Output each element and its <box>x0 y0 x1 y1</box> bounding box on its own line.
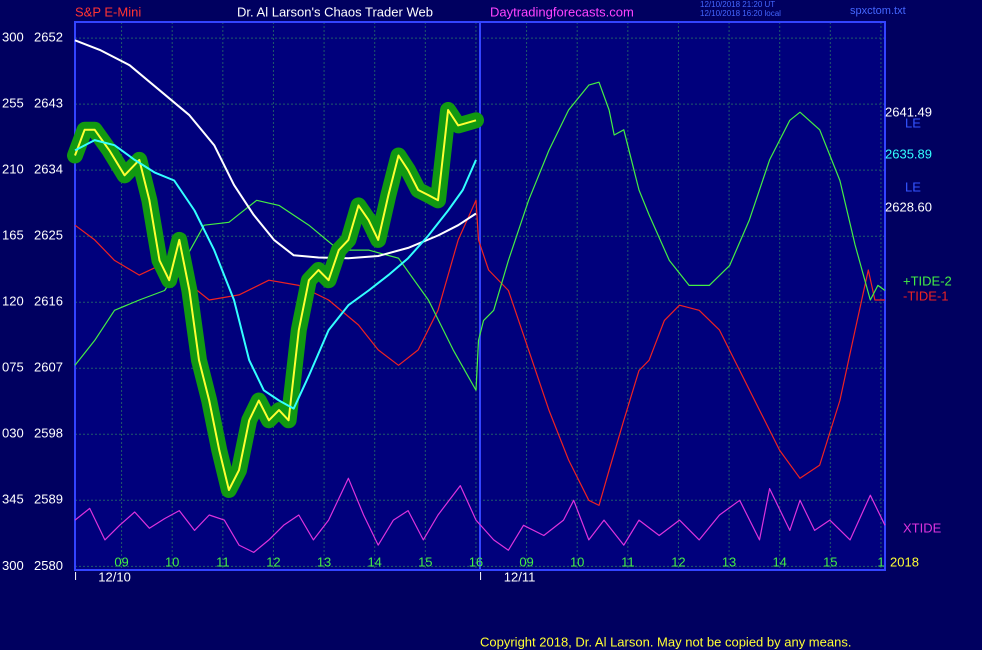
x-tick-label: 11 <box>216 554 230 569</box>
right-label: 2628.60 <box>885 199 932 214</box>
series-layer <box>67 39 886 553</box>
x-tick-label: 16 <box>469 554 483 569</box>
y-tick-label: 2652 <box>34 30 63 45</box>
y-angle-label: 075 <box>2 360 24 375</box>
x-tick-label: 1 <box>877 554 884 569</box>
y-tick-label: 2580 <box>34 558 63 573</box>
x-tick-label: 14 <box>772 554 786 569</box>
right-label: LE <box>905 115 921 130</box>
legend-label: XTIDE <box>903 520 942 535</box>
right-label: 2635.89 <box>885 146 932 161</box>
y-tick-label: 2625 <box>34 228 63 243</box>
right-label: LE <box>905 179 921 194</box>
y-tick-label: 2616 <box>34 294 63 309</box>
series-line <box>74 109 477 491</box>
x-tick-label: 13 <box>722 554 736 569</box>
copyright: Copyright 2018, Dr. Al Larson. May not b… <box>480 634 851 649</box>
timestamp: 12/10/2018 16:20 local <box>700 9 781 18</box>
y-angle-label: 300 <box>2 558 24 573</box>
y-angle-label: 255 <box>2 96 24 111</box>
date-label: 12/11 <box>504 569 536 584</box>
y-angle-label: 165 <box>2 228 24 243</box>
x-tick-label: 15 <box>418 554 432 569</box>
file-name: spxctom.txt <box>850 5 906 17</box>
y-angle-label: 345 <box>2 492 24 507</box>
x-tick-label: 15 <box>823 554 837 569</box>
site: Daytradingforecasts.com <box>490 4 634 19</box>
series-line <box>74 477 886 553</box>
legend-label: +TIDE-2 <box>903 273 952 288</box>
y-tick-label: 2598 <box>34 426 63 441</box>
x-tick-label: 09 <box>114 554 128 569</box>
x-tick-label: 09 <box>519 554 533 569</box>
legend-label: -TIDE-1 <box>903 288 949 303</box>
year: 2018 <box>890 554 919 569</box>
x-tick-label: 14 <box>367 554 381 569</box>
plot-frame <box>74 21 886 571</box>
x-tick-label: 11 <box>621 554 635 569</box>
y-tick-label: 2634 <box>34 162 63 177</box>
y-angle-label: 120 <box>2 294 24 309</box>
y-tick-label: 2607 <box>34 360 63 375</box>
y-angle-label: 030 <box>2 426 24 441</box>
series-line <box>74 139 477 410</box>
date-label: 12/10 <box>98 569 131 584</box>
instrument: S&P E-Mini <box>75 4 141 19</box>
x-tick-label: 10 <box>165 554 179 569</box>
right-label: 2641.49 <box>885 104 932 119</box>
x-tick-label: 13 <box>317 554 331 569</box>
x-tick-label: 10 <box>570 554 584 569</box>
timestamp: 12/10/2018 21:20 UT <box>700 0 775 9</box>
x-tick-label: 12 <box>671 554 685 569</box>
series-line <box>74 199 885 506</box>
y-tick-label: 2643 <box>34 96 63 111</box>
y-tick-label: 2589 <box>34 492 63 507</box>
y-angle-label: 210 <box>2 162 24 177</box>
series-line <box>74 81 886 391</box>
y-angle-label: 300 <box>2 30 24 45</box>
series-line <box>74 39 477 260</box>
x-tick-label: 12 <box>266 554 280 569</box>
chart-title: Dr. Al Larson's Chaos Trader Web <box>237 4 433 19</box>
